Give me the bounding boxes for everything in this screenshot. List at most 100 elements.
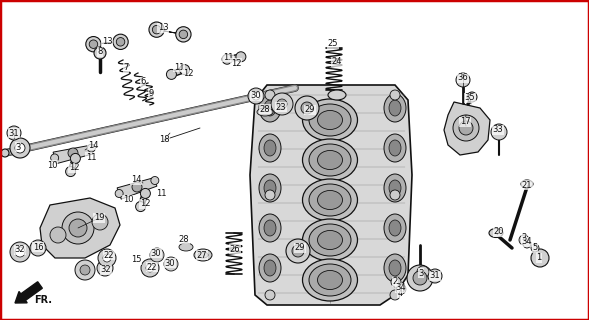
Circle shape: [7, 126, 21, 140]
Ellipse shape: [264, 140, 276, 156]
Circle shape: [98, 249, 116, 267]
Text: 30: 30: [165, 259, 176, 268]
Text: 11: 11: [223, 52, 233, 61]
Circle shape: [68, 148, 78, 158]
Text: 20: 20: [494, 228, 504, 236]
Circle shape: [271, 93, 293, 115]
Text: 21: 21: [522, 180, 532, 189]
Ellipse shape: [265, 290, 275, 300]
Ellipse shape: [328, 90, 346, 100]
Text: 28: 28: [178, 235, 189, 244]
Ellipse shape: [303, 179, 358, 221]
Circle shape: [92, 214, 108, 230]
Circle shape: [523, 240, 531, 248]
Ellipse shape: [198, 252, 208, 258]
Ellipse shape: [389, 140, 401, 156]
Polygon shape: [444, 102, 490, 155]
Circle shape: [252, 92, 260, 100]
Ellipse shape: [489, 228, 503, 237]
Text: 35: 35: [465, 93, 475, 102]
Text: 8: 8: [97, 47, 102, 57]
Text: 24: 24: [332, 58, 342, 67]
Ellipse shape: [384, 134, 406, 162]
Polygon shape: [40, 198, 120, 258]
Ellipse shape: [389, 180, 401, 196]
Text: 23: 23: [276, 102, 286, 111]
Circle shape: [153, 25, 161, 34]
Text: 33: 33: [492, 125, 504, 134]
Circle shape: [491, 124, 507, 140]
Circle shape: [132, 182, 142, 192]
Text: 14: 14: [88, 140, 98, 149]
Ellipse shape: [303, 99, 358, 141]
Polygon shape: [117, 178, 157, 199]
Circle shape: [69, 219, 87, 237]
Circle shape: [80, 265, 90, 275]
Text: 31: 31: [9, 129, 19, 138]
Circle shape: [164, 257, 178, 271]
Ellipse shape: [257, 108, 273, 116]
Ellipse shape: [309, 264, 351, 296]
Ellipse shape: [390, 190, 400, 200]
Ellipse shape: [389, 220, 401, 236]
Text: 6: 6: [140, 77, 145, 86]
Circle shape: [15, 247, 25, 257]
Text: 3: 3: [15, 142, 21, 151]
Text: 29: 29: [305, 106, 315, 115]
Ellipse shape: [303, 259, 358, 301]
Circle shape: [277, 99, 287, 109]
Text: 7: 7: [123, 63, 128, 73]
Text: 9: 9: [148, 89, 154, 98]
Ellipse shape: [309, 224, 351, 256]
Circle shape: [146, 264, 154, 272]
Circle shape: [75, 260, 95, 280]
Text: 11: 11: [155, 188, 166, 197]
Circle shape: [236, 52, 246, 62]
Text: 34: 34: [396, 284, 406, 292]
Text: 30: 30: [251, 92, 262, 100]
Text: 11: 11: [174, 62, 184, 71]
Circle shape: [391, 277, 401, 287]
Text: 34: 34: [522, 237, 532, 246]
Circle shape: [150, 248, 164, 262]
Polygon shape: [157, 22, 183, 42]
Ellipse shape: [317, 110, 342, 130]
Circle shape: [413, 271, 427, 285]
Circle shape: [407, 265, 433, 291]
Circle shape: [167, 69, 177, 79]
Text: 22: 22: [147, 262, 157, 271]
Text: 18: 18: [158, 135, 169, 145]
Text: 27: 27: [197, 251, 207, 260]
Circle shape: [10, 138, 30, 158]
Circle shape: [135, 202, 145, 212]
Ellipse shape: [521, 180, 533, 188]
Ellipse shape: [384, 94, 406, 122]
Circle shape: [459, 121, 473, 135]
Circle shape: [86, 36, 101, 52]
Text: 10: 10: [123, 196, 133, 204]
Ellipse shape: [390, 290, 400, 300]
Ellipse shape: [389, 260, 401, 276]
Circle shape: [1, 149, 9, 157]
Text: 3: 3: [418, 268, 423, 277]
Text: 1: 1: [537, 253, 542, 262]
Circle shape: [531, 249, 549, 267]
Text: 30: 30: [151, 249, 161, 258]
Ellipse shape: [317, 230, 342, 250]
Ellipse shape: [309, 144, 351, 176]
Text: 32: 32: [15, 245, 25, 254]
Circle shape: [89, 40, 98, 48]
Circle shape: [115, 189, 123, 197]
Polygon shape: [53, 145, 93, 164]
Text: 26: 26: [230, 244, 240, 253]
Ellipse shape: [389, 100, 401, 116]
Circle shape: [295, 96, 319, 120]
Text: 25: 25: [327, 39, 338, 49]
Ellipse shape: [309, 104, 351, 136]
Ellipse shape: [265, 190, 275, 200]
Text: 12: 12: [140, 199, 150, 209]
Text: 10: 10: [47, 161, 57, 170]
Ellipse shape: [259, 94, 281, 122]
Ellipse shape: [303, 219, 358, 261]
Text: 2: 2: [392, 277, 398, 286]
